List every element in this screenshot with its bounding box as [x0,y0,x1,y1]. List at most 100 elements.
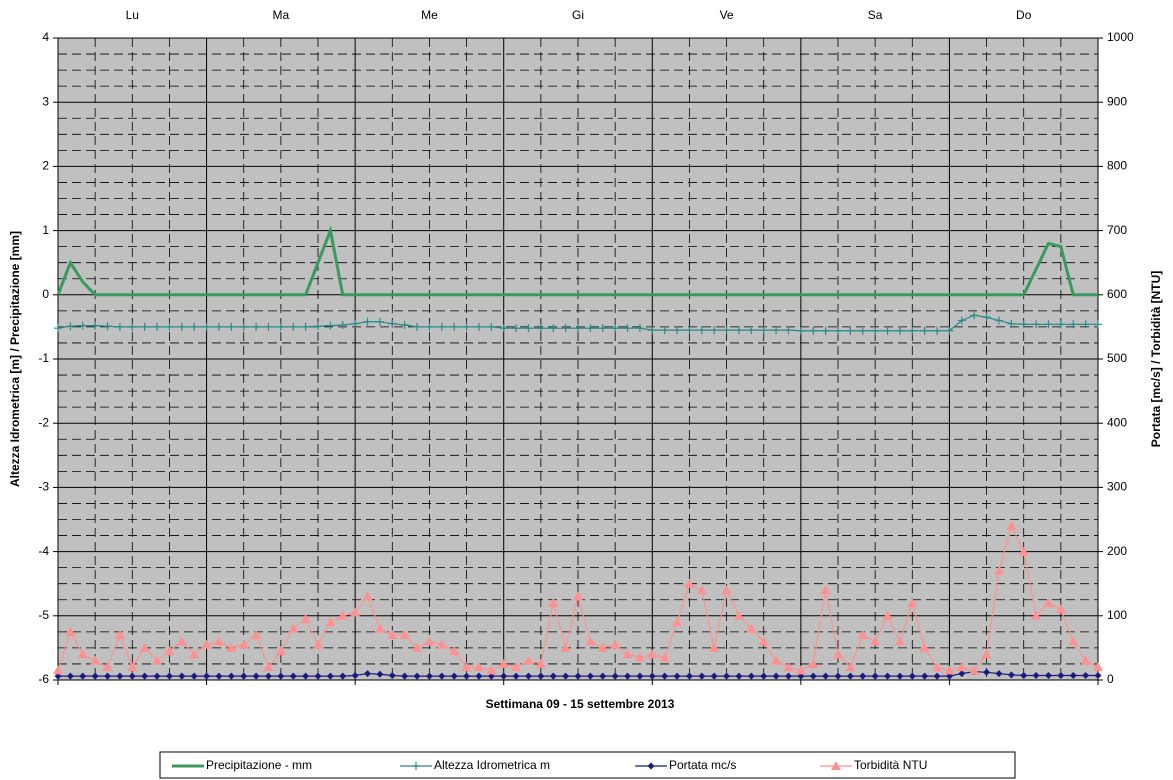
marker-plus [574,324,582,333]
marker-plus [314,322,322,331]
marker-plus [276,322,285,331]
marker-diamond [289,672,297,680]
marker-triangle [263,662,274,672]
y-tick-label: 2 [42,159,49,173]
marker-diamond [512,672,520,680]
marker-triangle [833,649,843,659]
marker-plus [858,326,867,335]
marker-diamond [661,672,669,680]
marker-triangle [511,662,522,672]
marker-plus [474,322,483,331]
marker-plus [821,326,830,335]
marker-diamond [995,670,1003,678]
marker-plus [710,326,719,335]
y-tick-label: 1 [42,223,49,237]
marker-diamond [760,672,768,680]
marker-triangle [127,662,138,672]
legend [159,751,1016,779]
plot-border [57,37,1099,681]
marker-plus [487,322,496,331]
marker-diamond [809,672,817,680]
marker-diamond [376,670,384,678]
marker-diamond [562,672,570,680]
marker-plus [920,326,929,335]
marker-plus [759,326,768,335]
marker-triangle [399,630,410,640]
marker-triangle [275,646,286,656]
marker-diamond [438,672,446,680]
marker-diamond [364,670,372,678]
marker-plus [301,322,310,331]
day-label: Gi [572,8,584,22]
marker-triangle [956,662,967,672]
marker-plus [933,326,942,335]
marker-plus [462,322,471,331]
marker-triangle [845,662,856,672]
y2-tick-label: 500 [1107,351,1127,365]
marker-diamond [586,672,594,680]
marker-diamond [784,672,792,680]
marker-plus [660,326,669,335]
day-label: Me [421,8,438,22]
marker-plus [412,762,420,770]
marker-diamond [66,672,74,680]
y2-tick-label: 300 [1107,480,1127,494]
y-tick-label: 3 [42,94,49,108]
marker-triangle [758,636,769,646]
marker-triangle [1080,655,1091,665]
marker-triangle [969,665,980,675]
marker-triangle [808,658,819,668]
legend-label: Altezza Idrometrica m [434,758,550,772]
marker-plus [437,322,446,331]
marker-diamond [549,672,557,680]
marker-triangle [1018,546,1029,556]
marker-diamond [524,672,532,680]
marker-triangle [523,655,534,665]
marker-plus [1094,320,1102,329]
marker-plus [78,321,87,330]
marker-diamond [636,672,644,680]
marker-triangle [486,665,497,675]
marker-plus [970,311,979,320]
marker-diamond [685,672,693,680]
y2-tick-label: 100 [1107,608,1127,622]
marker-diamond [326,672,334,680]
day-label: Sa [868,8,883,22]
marker-diamond [772,672,780,680]
marker-plus [772,326,781,335]
marker-diamond [945,672,953,680]
y-tick-label: -2 [38,415,49,429]
marker-triangle [981,649,992,659]
marker-diamond [91,672,99,680]
marker-plus [115,322,124,331]
y-tick-label: -1 [38,351,49,365]
marker-diamond [834,672,842,680]
marker-plus [499,324,508,333]
marker-diamond [735,672,743,680]
legend-label: Torbidità NTU [854,758,927,772]
marker-plus [883,326,892,335]
marker-triangle [1055,604,1066,614]
marker-diamond [846,672,854,680]
marker-plus [561,324,570,333]
marker-plus [747,326,756,335]
day-label: Do [1016,8,1032,22]
marker-plus [326,321,335,330]
marker-triangle [882,610,893,620]
marker-triangle [90,655,101,665]
marker-plus [239,322,248,331]
marker-diamond [240,672,248,680]
marker-plus [351,319,360,328]
marker-diamond [933,672,941,680]
marker-triangle [461,662,472,672]
marker-triangle [1068,636,1079,646]
marker-plus [202,322,211,331]
marker-diamond [252,672,260,680]
marker-plus [140,322,149,331]
marker-plus [524,324,533,333]
marker-triangle [610,639,621,649]
marker-triangle [213,636,224,646]
marker-diamond [165,672,173,680]
marker-triangle [436,639,447,649]
y-tick-label: -6 [38,672,49,686]
